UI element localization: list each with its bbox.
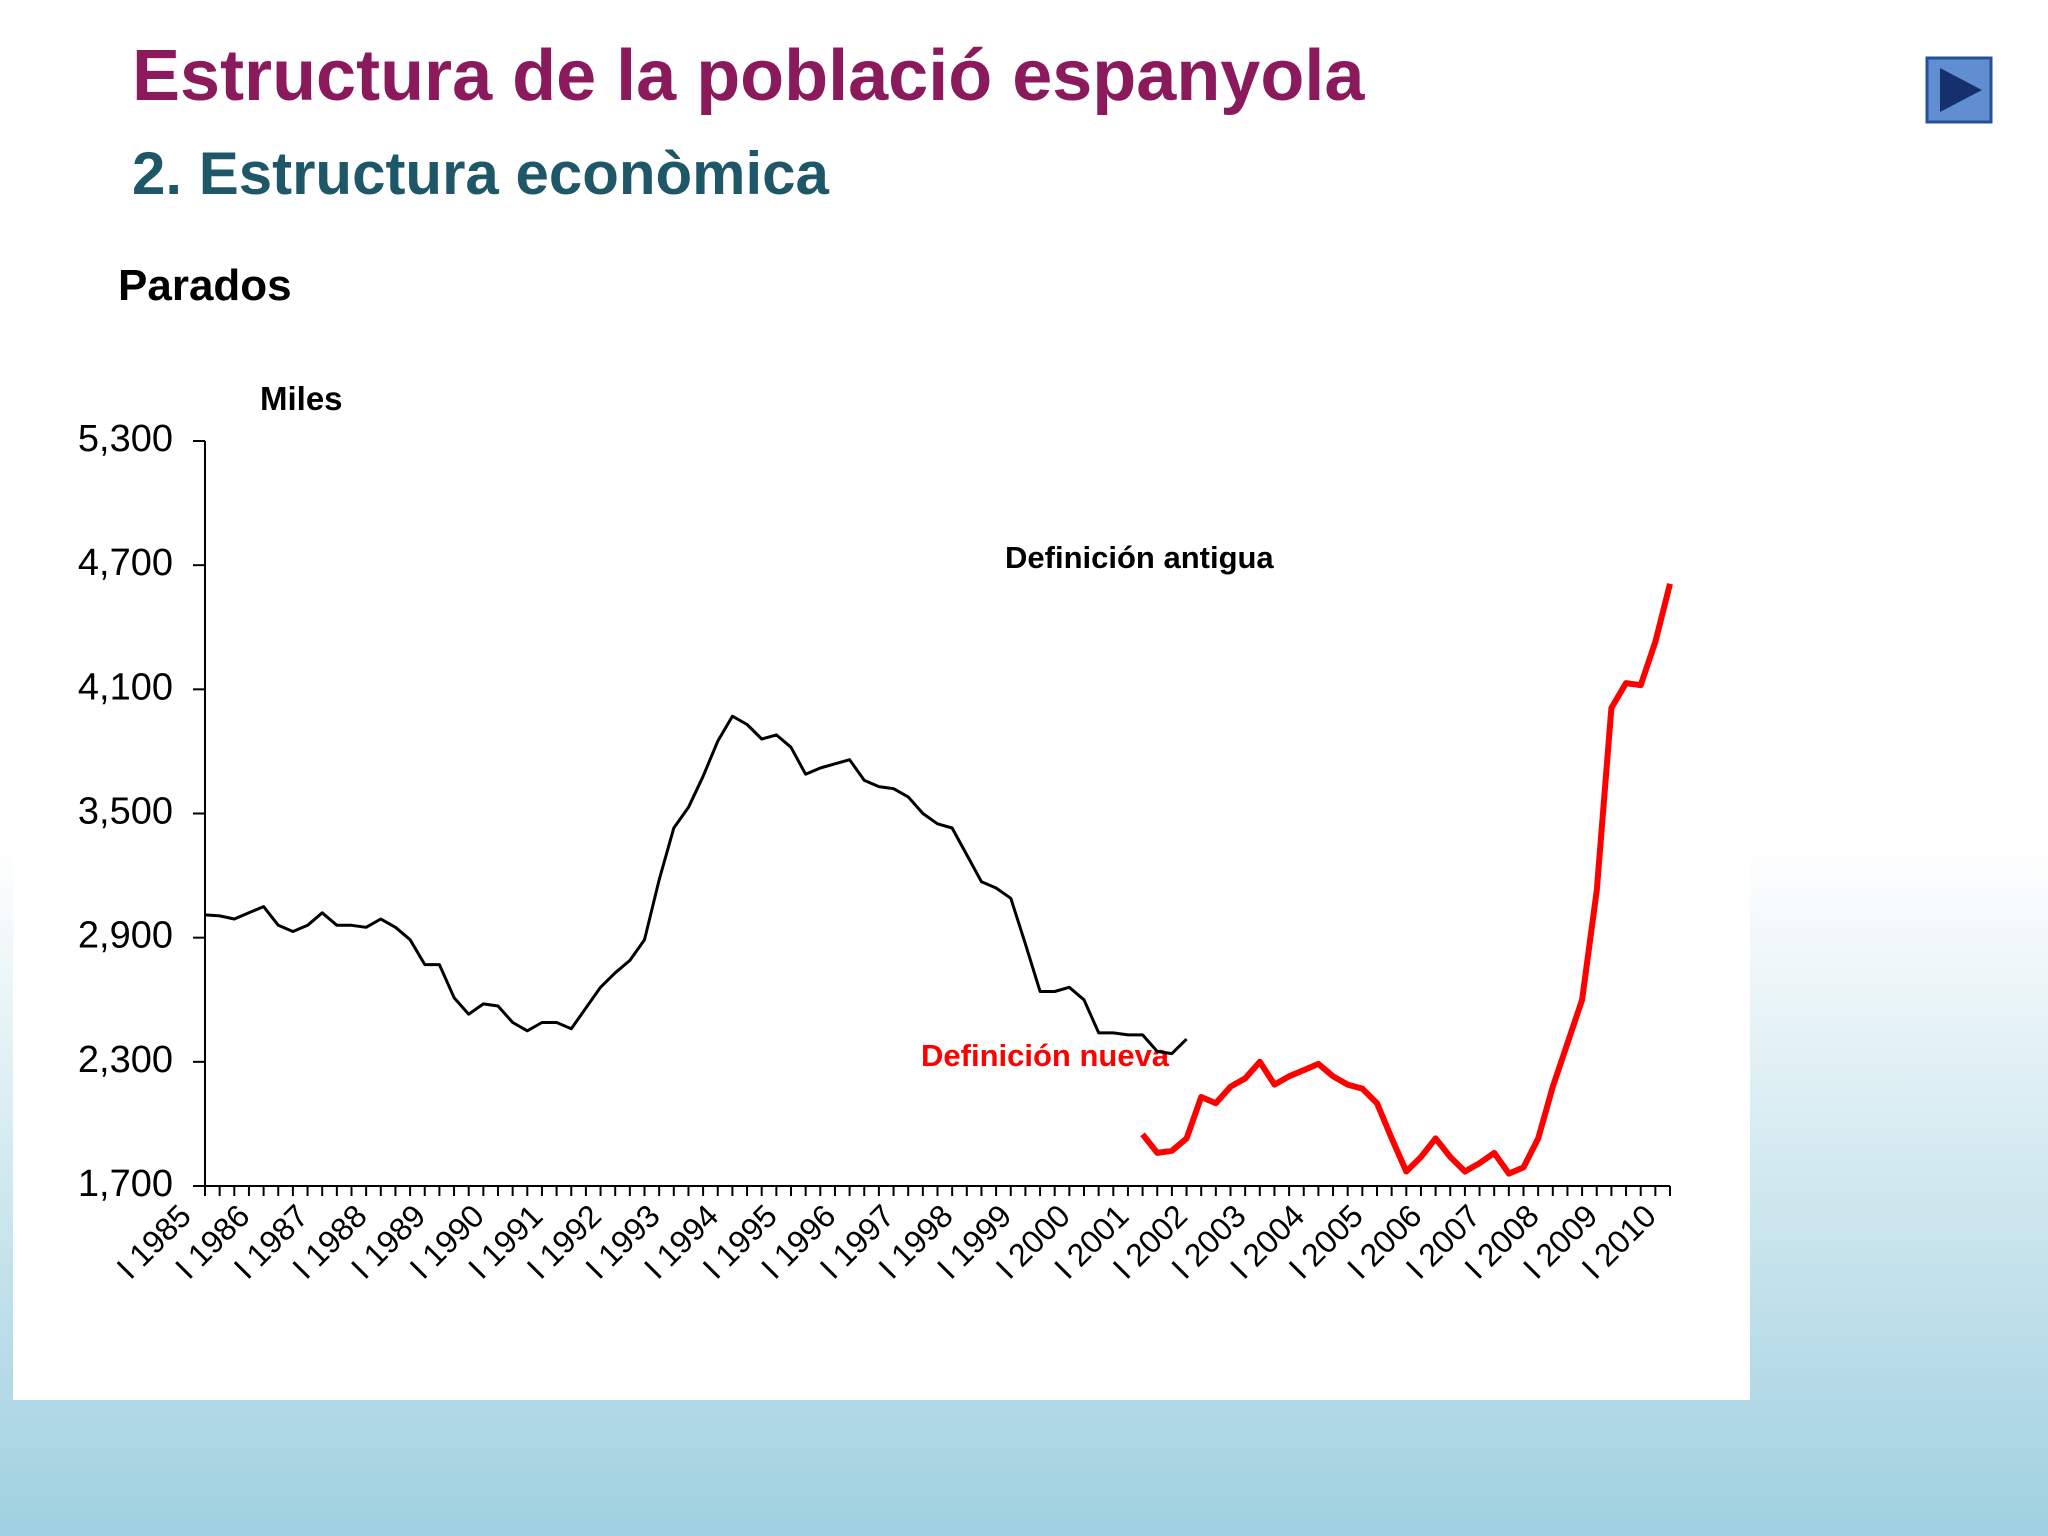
chart-title: Parados: [118, 261, 292, 310]
slide-subtitle: 2. Estructura econòmica: [132, 140, 830, 207]
annotation: Definición nueva: [921, 1038, 1170, 1073]
y-tick-label: 5,300: [78, 418, 173, 460]
y-tick-label: 2,300: [78, 1039, 173, 1081]
next-button[interactable]: [1925, 56, 1993, 124]
y-axis-label: Miles: [260, 380, 343, 417]
series-line: [1140, 583, 1673, 1177]
y-tick-label: 4,100: [78, 666, 173, 708]
y-tick-label: 3,500: [78, 791, 173, 833]
y-tick-label: 2,900: [78, 915, 173, 957]
series-line: [204, 714, 1188, 1056]
y-tick-label: 1,700: [78, 1163, 173, 1205]
slide-title: Estructura de la població espanyola: [132, 36, 1365, 116]
annotation: Definición antigua: [1005, 540, 1274, 575]
y-tick-label: 4,700: [78, 542, 173, 584]
chart-panel: [13, 222, 1750, 1400]
